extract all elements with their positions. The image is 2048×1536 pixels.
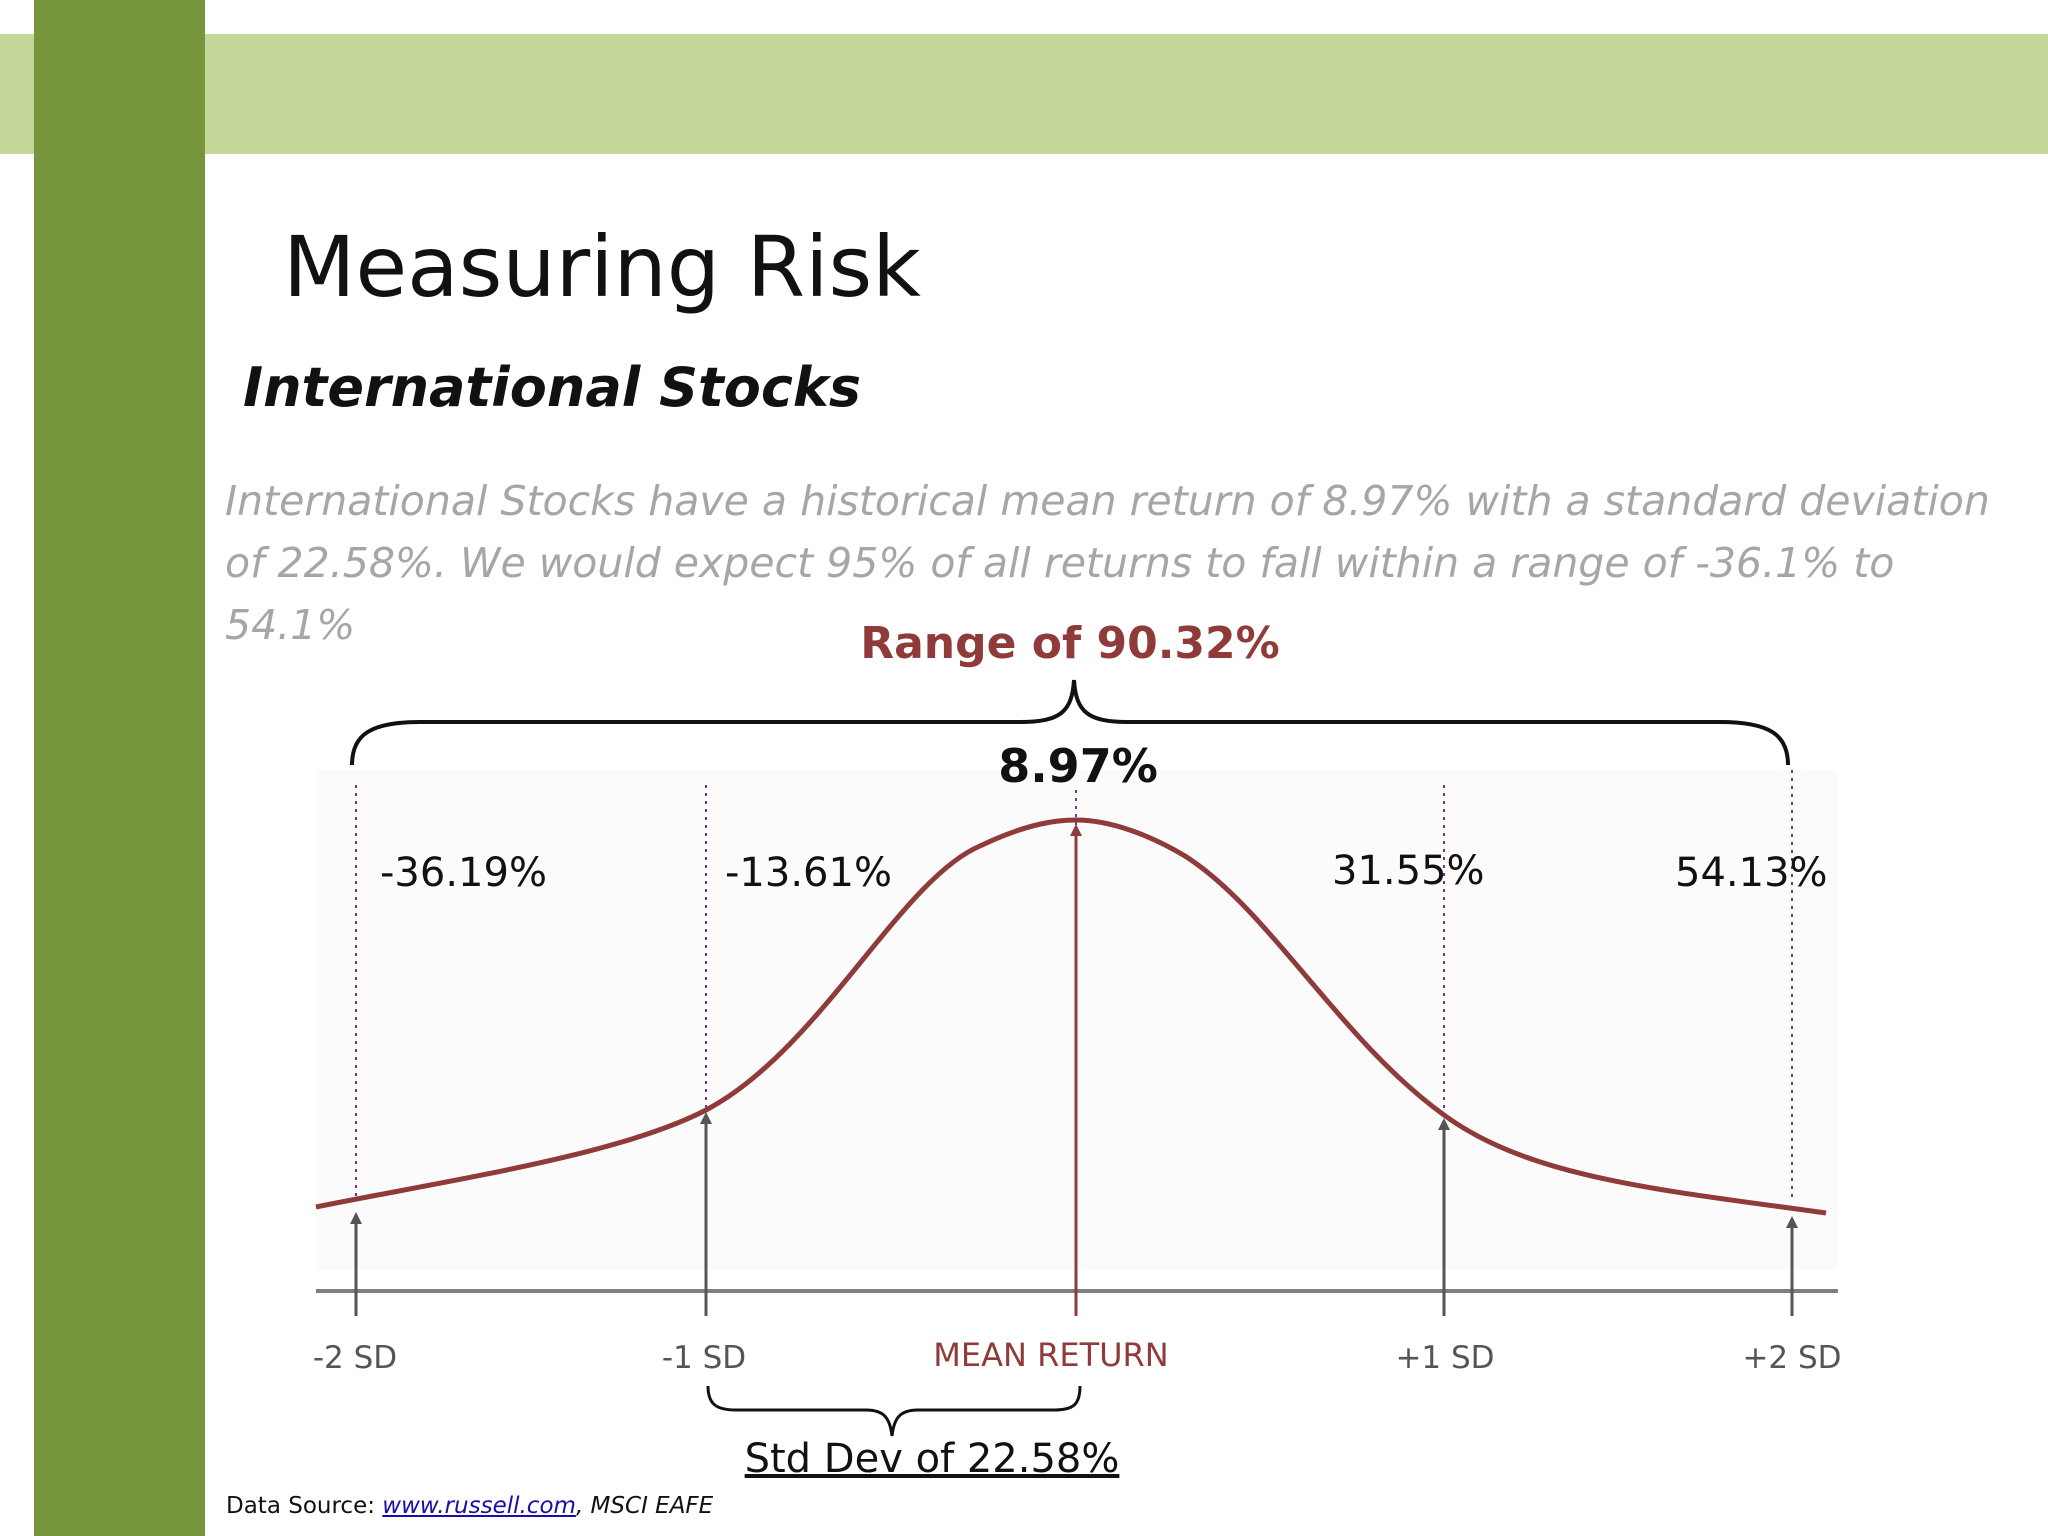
axis-label-minus-2sd: -2 SD <box>313 1340 397 1376</box>
std-dev-brace <box>706 1385 1082 1437</box>
mean-value-label: 8.97% <box>998 739 1158 793</box>
value-label-plus-1sd: 31.55% <box>1332 848 1485 894</box>
range-brace <box>350 679 1790 766</box>
axis-label-mean: MEAN RETURN <box>933 1336 1168 1374</box>
axis-label-minus-1sd: -1 SD <box>662 1340 746 1376</box>
std-dev-label: Std Dev of 22.58% <box>745 1436 1120 1482</box>
slide-subtitle: International Stocks <box>243 356 861 419</box>
body-text: International Stocks have a historical m… <box>225 477 1990 649</box>
data-source-suffix: , MSCI EAFE <box>575 1493 714 1519</box>
data-source: Data Source: www.russell.com, MSCI EAFE <box>226 1493 713 1519</box>
data-source-prefix: Data Source: <box>226 1493 383 1519</box>
left-accent-bar <box>34 0 205 1536</box>
value-label-minus-2sd: -36.19% <box>380 850 547 896</box>
header-band <box>0 34 2048 154</box>
bell-curve <box>315 817 1827 1216</box>
source-link[interactable]: www.russell.com <box>382 1493 576 1519</box>
axis-label-plus-1sd: +1 SD <box>1395 1340 1494 1376</box>
value-label-plus-2sd: 54.13% <box>1675 850 1828 896</box>
axis-label-plus-2sd: +2 SD <box>1742 1340 1841 1376</box>
range-label: Range of 90.32% <box>860 618 1280 669</box>
slide-title: Measuring Risk <box>283 218 921 316</box>
value-label-minus-1sd: -13.61% <box>725 850 892 896</box>
